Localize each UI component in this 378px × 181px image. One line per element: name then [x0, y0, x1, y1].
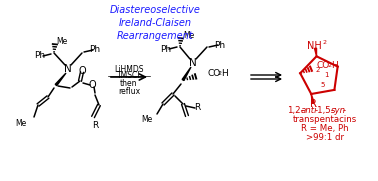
Text: 2: 2 — [217, 71, 221, 76]
Text: Me: Me — [141, 115, 152, 125]
Text: Ph: Ph — [90, 45, 101, 54]
Text: Ph: Ph — [214, 41, 226, 49]
Text: N: N — [64, 64, 72, 74]
Text: Ph: Ph — [34, 52, 46, 60]
Text: 5: 5 — [321, 82, 325, 88]
Text: 1: 1 — [324, 72, 328, 78]
Polygon shape — [311, 94, 314, 103]
Text: -1,5-: -1,5- — [315, 106, 335, 115]
Text: R: R — [310, 99, 317, 109]
Text: CO: CO — [316, 61, 330, 70]
Text: syn: syn — [331, 106, 346, 115]
Text: TMSCl: TMSCl — [117, 71, 141, 79]
Text: Me: Me — [183, 31, 194, 41]
Text: R = Me, Ph: R = Me, Ph — [301, 124, 349, 133]
Text: O: O — [78, 66, 86, 76]
Text: reflux: reflux — [118, 87, 140, 96]
Text: Me: Me — [56, 37, 67, 47]
Text: Ph: Ph — [160, 45, 172, 54]
Text: 2: 2 — [316, 67, 320, 73]
Polygon shape — [314, 48, 316, 56]
Polygon shape — [55, 73, 66, 86]
Text: 2: 2 — [327, 63, 331, 68]
Text: anti: anti — [301, 106, 318, 115]
Text: >99:1 dr: >99:1 dr — [306, 133, 344, 142]
Text: R: R — [194, 104, 200, 113]
Text: O: O — [88, 80, 96, 90]
Text: LiHMDS: LiHMDS — [114, 64, 144, 73]
Text: transpentacins: transpentacins — [293, 115, 357, 124]
Text: 1,2-: 1,2- — [287, 106, 304, 115]
Text: N: N — [189, 58, 197, 68]
Text: Me: Me — [16, 119, 27, 127]
Text: 2: 2 — [322, 40, 327, 45]
Polygon shape — [182, 67, 191, 81]
Text: H: H — [221, 68, 228, 77]
Text: R: R — [92, 121, 98, 129]
Text: Diastereoselective
Ireland-Claisen
Rearrangement: Diastereoselective Ireland-Claisen Rearr… — [110, 5, 200, 41]
Text: -: - — [343, 106, 346, 115]
Text: NH: NH — [307, 41, 322, 51]
Text: H: H — [331, 61, 338, 70]
Text: CO: CO — [207, 68, 220, 77]
Text: then: then — [120, 79, 138, 89]
